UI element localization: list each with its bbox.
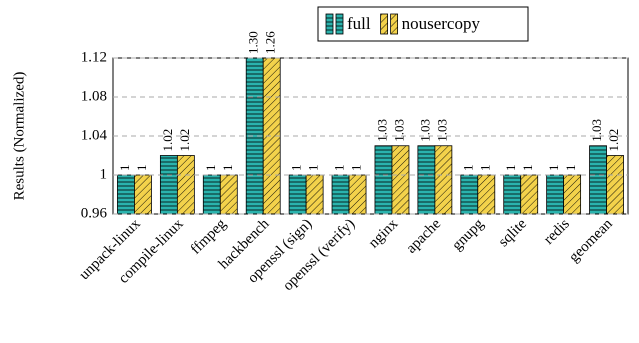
bar-hatch: [391, 145, 409, 214]
value-label: 1: [477, 165, 492, 172]
value-label: 1: [117, 165, 132, 172]
bar-hatch: [349, 175, 367, 214]
bar-hatch: [177, 155, 195, 214]
bar-hatch: [477, 175, 495, 214]
value-label: 1: [306, 165, 321, 172]
legend-label: full: [347, 14, 371, 33]
legend-swatch-hatch: [336, 14, 343, 34]
bar-hatch: [289, 175, 307, 214]
bar-hatch: [306, 175, 324, 214]
value-label: 1: [503, 165, 518, 172]
bar-hatch: [589, 145, 607, 214]
bar-hatch: [134, 175, 152, 214]
x-tick-label: nginx: [366, 216, 402, 252]
y-tick-label: 1.04: [81, 127, 108, 143]
bar-hatch: [332, 175, 350, 214]
value-label: 1.03: [391, 119, 406, 142]
legend-label: nousercopy: [402, 14, 481, 33]
bar-hatch: [460, 175, 478, 214]
value-label: 1: [563, 165, 578, 172]
legend: [317, 6, 529, 42]
legend-swatch-hatch: [380, 14, 388, 34]
x-tick-label: gnupg: [449, 216, 487, 254]
value-label: 1.02: [606, 129, 621, 152]
x-tick-label: geomean: [566, 216, 616, 266]
x-tick-label: ffmpeg: [188, 216, 230, 258]
legend-swatch-hatch: [390, 14, 398, 34]
value-label: 1: [520, 165, 535, 172]
value-label: 1.03: [434, 119, 449, 142]
x-tick-label: apache: [403, 216, 444, 257]
value-label: 1.02: [160, 129, 175, 152]
value-label: 1: [220, 165, 235, 172]
value-label: 1: [289, 165, 304, 172]
y-tick-label: 1.08: [81, 88, 107, 104]
legend-swatch-hatch: [326, 14, 333, 34]
bar-hatch: [434, 145, 452, 214]
bar-hatch: [546, 175, 564, 214]
value-label: 1: [203, 165, 218, 172]
y-tick-label: 0.96: [81, 205, 108, 221]
bar-hatch: [203, 175, 221, 214]
bar-hatch: [520, 175, 538, 214]
value-label: 1.03: [374, 119, 389, 142]
y-tick-label: 1.12: [81, 49, 107, 65]
value-label: 1: [134, 165, 149, 172]
bar-hatch: [374, 145, 392, 214]
bar-hatch: [220, 175, 238, 214]
x-tick-label: redis: [541, 216, 573, 248]
bar-hatch: [117, 175, 135, 214]
bar-hatch: [503, 175, 521, 214]
bar-hatch: [606, 155, 624, 214]
value-label: 1: [332, 165, 347, 172]
bar-hatch: [417, 145, 435, 214]
y-axis-label: Results (Normalized): [11, 72, 27, 201]
x-tick-label: sqlite: [496, 216, 531, 251]
value-label: 1: [546, 165, 561, 172]
value-label: 1.03: [417, 119, 432, 142]
value-label: 1.26: [263, 31, 278, 54]
value-label: 1.02: [177, 129, 192, 152]
value-label: 1.03: [589, 119, 604, 142]
value-label: 1: [460, 165, 475, 172]
bar-hatch: [160, 155, 178, 214]
y-tick-label: 1: [100, 166, 108, 182]
value-label: 1.30: [246, 31, 261, 54]
value-label: 1: [349, 165, 364, 172]
bar-hatch: [563, 175, 581, 214]
